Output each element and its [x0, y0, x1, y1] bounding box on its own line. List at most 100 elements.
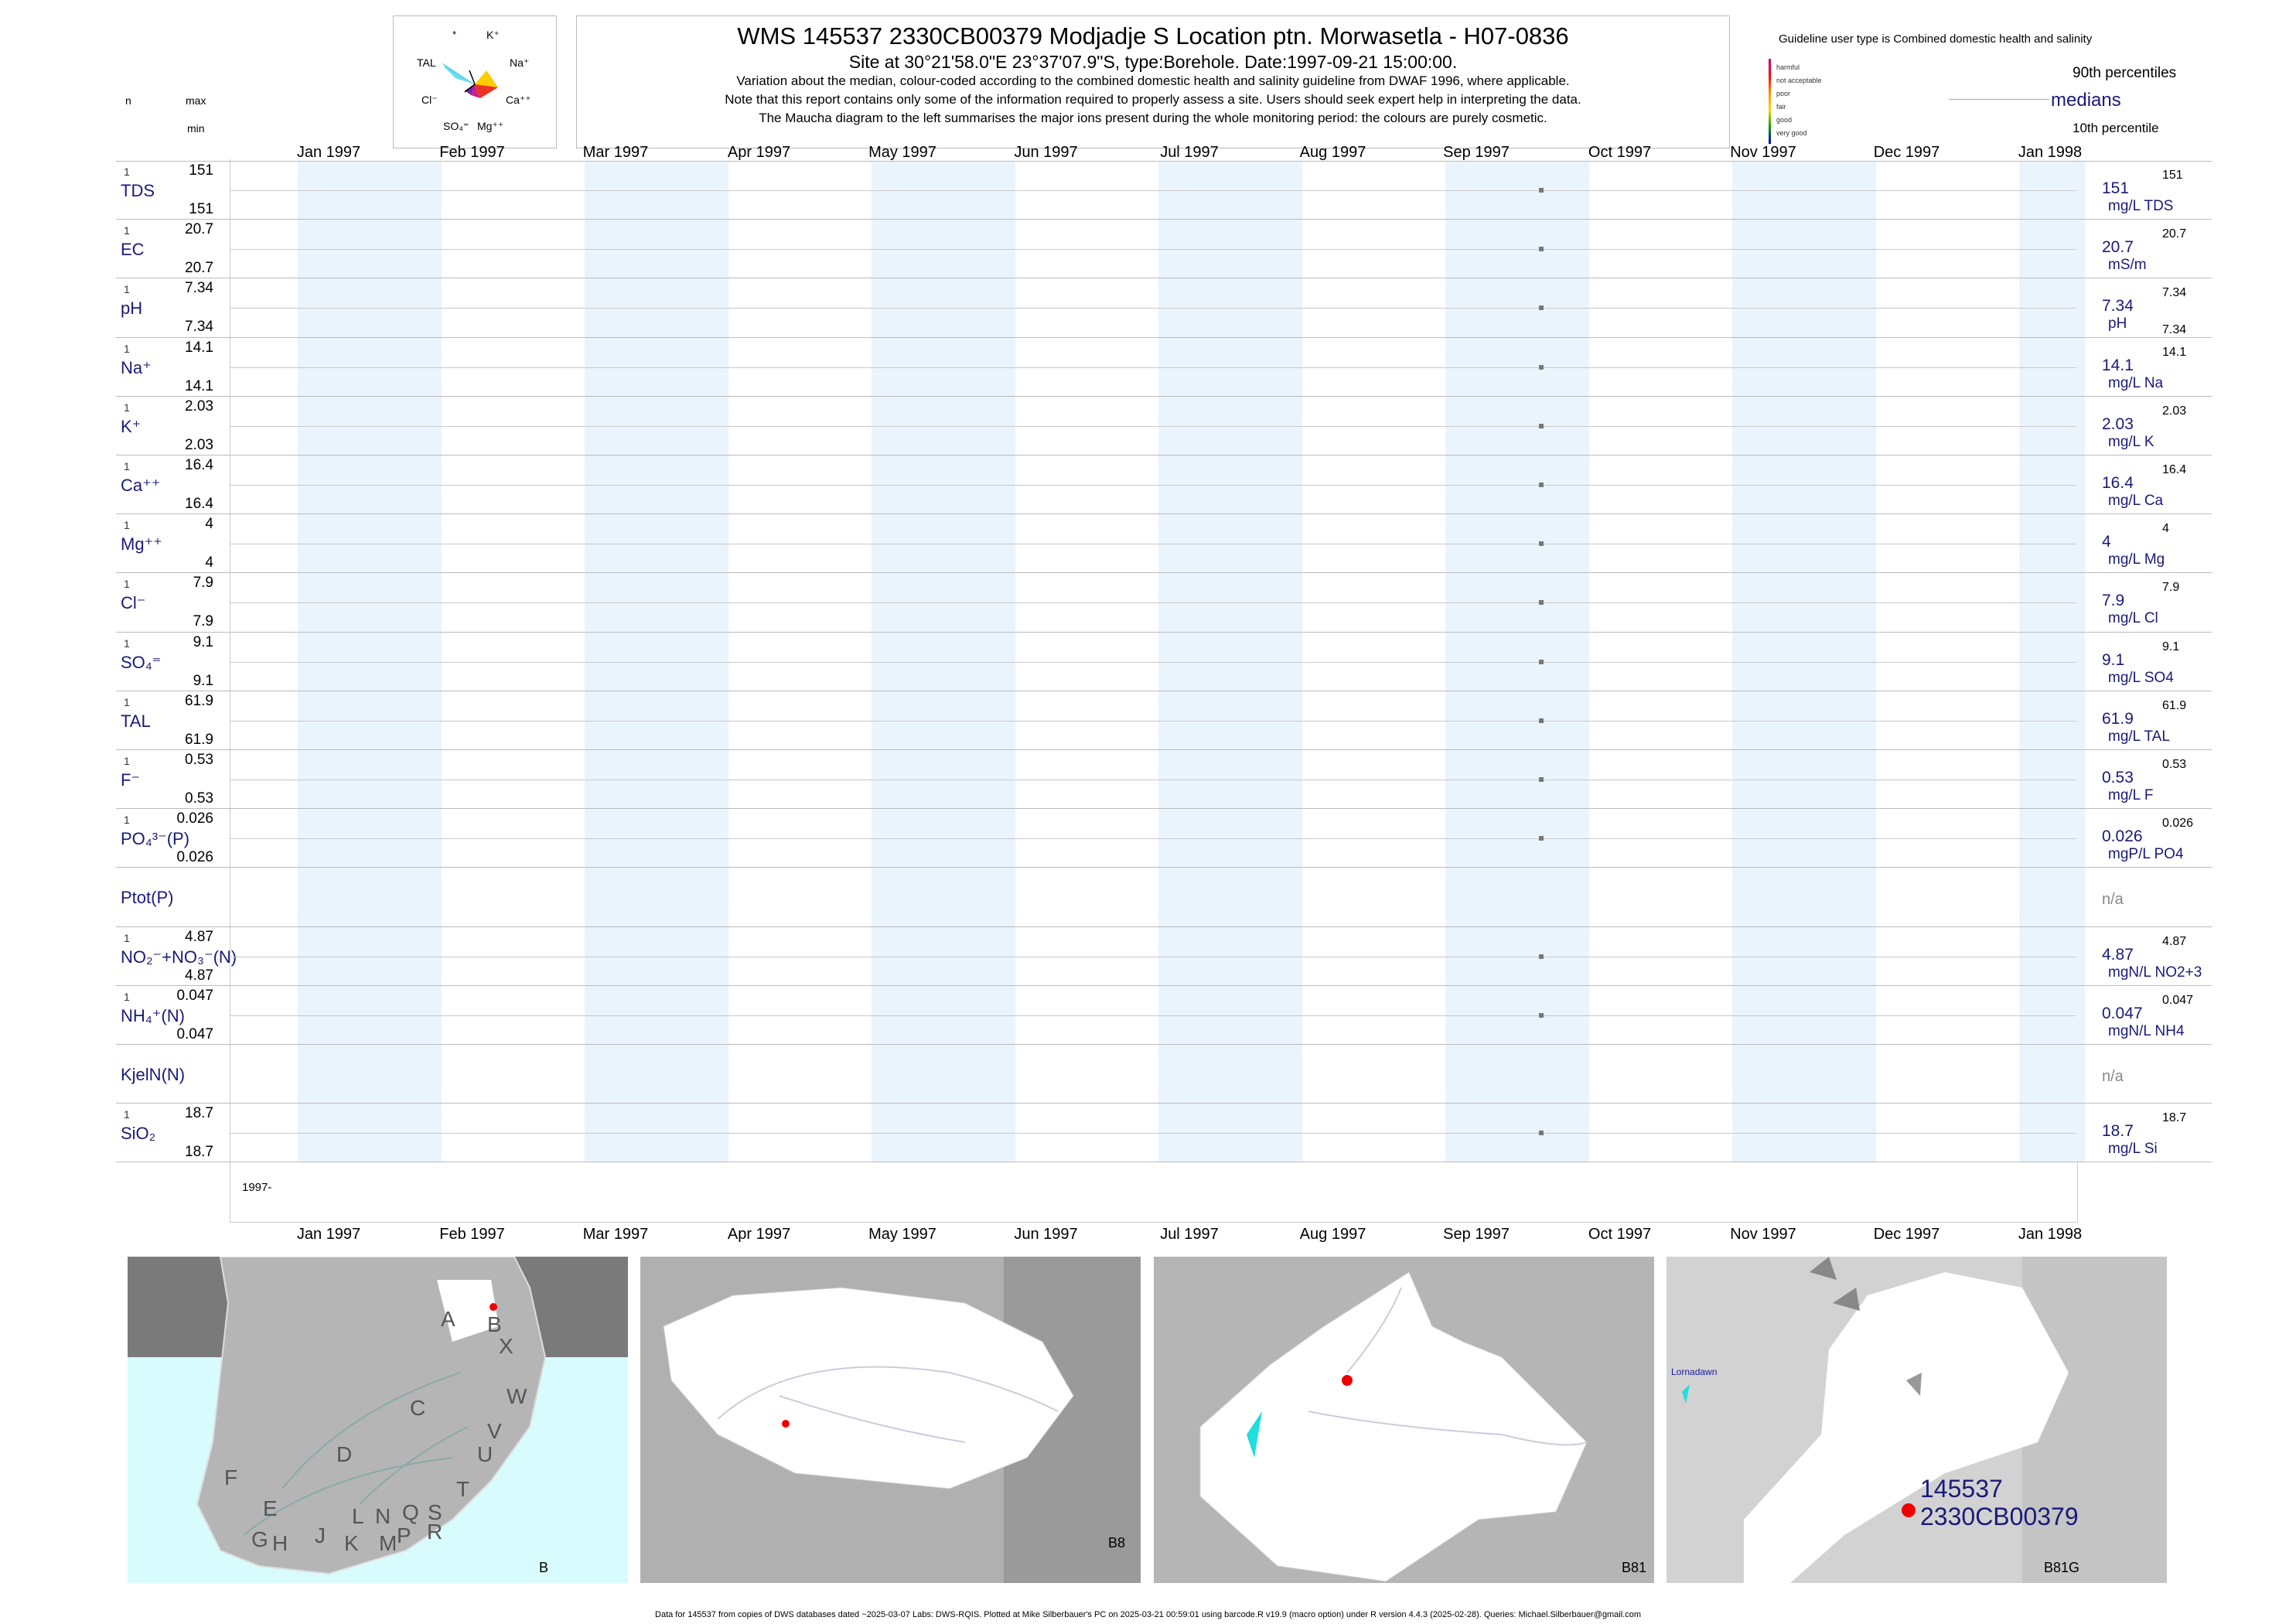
sample-point: [1538, 364, 1544, 370]
maucha-label-na: Na⁺: [510, 56, 530, 69]
month-label: Dec 1997: [1873, 1226, 1940, 1243]
month-label: Jan 1997: [296, 1226, 361, 1243]
month-label: Jan 1998: [2018, 1226, 2083, 1243]
param-min: 4: [205, 554, 213, 571]
drainage-letter: W: [507, 1384, 527, 1408]
header-min: min: [187, 122, 205, 135]
param-n: 1: [124, 695, 130, 708]
maucha-label-cl: Cl⁻: [421, 94, 438, 106]
drainage-letter: L: [352, 1504, 364, 1528]
sample-point: [1538, 777, 1544, 782]
drainage-letter: A: [441, 1307, 455, 1331]
param-label: KjelN(N): [121, 1065, 186, 1084]
maucha-tal-wedge: [442, 63, 475, 84]
param-label: Ca⁺⁺: [121, 476, 161, 495]
month-label: Apr 1997: [727, 144, 791, 161]
median-line: [230, 367, 2076, 368]
median-line: [230, 485, 2076, 486]
param-label: Ptot(P): [121, 888, 174, 908]
param-max: 18.7: [185, 1105, 213, 1122]
median-unit: mg/L Na: [2108, 374, 2164, 391]
row-divider: [116, 572, 2212, 574]
sample-point: [1538, 541, 1544, 547]
month-label: Sep 1997: [1443, 1226, 1510, 1243]
header-n: n: [125, 94, 131, 107]
param-min: 7.9: [193, 613, 213, 630]
page-subtitle: Site at 30°21'58.0"E 23°37'07.9"S, type:…: [848, 52, 1458, 72]
param-max: 20.7: [185, 221, 213, 238]
param-max: 7.34: [185, 280, 213, 297]
drainage-letter: B: [487, 1312, 502, 1336]
note-line-1: Variation about the median, colour-coded…: [736, 73, 1570, 88]
param-n: 1: [124, 519, 130, 532]
legend-class-0: harmful: [1776, 63, 1800, 71]
sample-point: [1538, 1012, 1544, 1018]
median-value: 0.026: [2102, 827, 2143, 846]
drainage-letter: J: [315, 1523, 326, 1547]
legend-class-2: poor: [1776, 90, 1791, 97]
param-min: 9.1: [193, 672, 213, 689]
median-line: [230, 249, 2076, 251]
median-value: 7.9: [2102, 592, 2125, 610]
sample-point: [1538, 188, 1544, 193]
p90-value: 20.7: [2162, 227, 2187, 241]
drainage-letter: X: [499, 1334, 513, 1358]
month-label: Aug 1997: [1299, 1226, 1366, 1243]
p90-value: 4: [2162, 522, 2169, 536]
title-box: WMS 145537 2330CB00379 Modjadje S Locati…: [576, 15, 1730, 148]
sample-point: [1538, 247, 1544, 252]
median-unit: mgN/L NH4: [2108, 1022, 2185, 1039]
median-value: 7.34: [2102, 297, 2134, 316]
median-unit: mgP/L PO4: [2108, 846, 2184, 863]
drainage-letter: E: [263, 1496, 278, 1520]
guideline-text: Guideline user type is Combined domestic…: [1779, 32, 2093, 46]
month-label: Aug 1997: [1299, 144, 1366, 161]
median-value: 4: [2102, 533, 2111, 551]
median-value: 20.7: [2102, 238, 2134, 257]
median-value: 0.53: [2102, 769, 2134, 786]
median-value: 9.1: [2102, 650, 2125, 669]
town-label: Lornadawn: [1671, 1366, 1718, 1377]
drainage-letter: S: [428, 1500, 442, 1524]
param-n: 1: [124, 165, 130, 178]
row-divider: [116, 1103, 2212, 1104]
month-label: Mar 1997: [582, 1226, 649, 1243]
p90-value: 7.9: [2162, 581, 2180, 595]
sample-point: [1538, 718, 1544, 723]
year-label: 1997-: [242, 1181, 272, 1194]
median-unit: mg/L Ca: [2108, 493, 2164, 509]
param-label: SiO₂: [121, 1124, 156, 1144]
maucha-label-so4: SO₄⁼: [443, 120, 469, 132]
note-line-3: The Maucha diagram to the left summarise…: [759, 111, 1547, 125]
month-label: Jun 1997: [1014, 144, 1078, 161]
param-min: 0.53: [185, 790, 213, 807]
legend-class-1: not acceptable: [1776, 77, 1822, 84]
header-max: max: [186, 94, 206, 107]
param-min: 7.34: [185, 319, 213, 336]
param-min: 20.7: [185, 260, 213, 277]
median-unit: pH: [2108, 316, 2127, 333]
param-max: 14.1: [185, 339, 213, 356]
param-n: 1: [124, 283, 130, 296]
month-label: Jan 1998: [2018, 144, 2083, 161]
page-title: WMS 145537 2330CB00379 Modjadje S Locati…: [737, 22, 1569, 49]
param-max: 7.9: [193, 575, 213, 592]
p90-value: 4.87: [2162, 934, 2187, 948]
median-line: [230, 720, 2076, 722]
param-min: 18.7: [185, 1144, 213, 1161]
median-line: [230, 425, 2076, 427]
median-line: [230, 1133, 2076, 1134]
median-line: [230, 190, 2076, 191]
maucha-mg-wedge: [471, 84, 480, 98]
map-label-b81: B81: [1622, 1560, 1647, 1575]
p90-value: 2.03: [2162, 404, 2187, 418]
param-min: 2.03: [185, 436, 213, 453]
legend-class-5: very good: [1776, 129, 1807, 137]
param-label: Cl⁻: [121, 593, 146, 613]
median-value: 0.047: [2102, 1004, 2143, 1022]
row-divider: [116, 336, 2212, 338]
drainage-letter: F: [224, 1465, 238, 1489]
param-n: 1: [124, 578, 130, 591]
site-id-label: 145537: [1920, 1475, 2003, 1503]
